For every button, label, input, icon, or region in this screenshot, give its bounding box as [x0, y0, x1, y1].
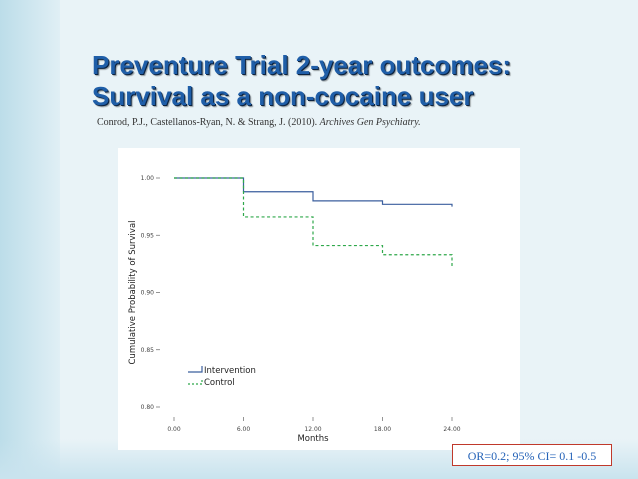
survival-chart-panel: 0.80 0.85 0.90 0.95 1.00 0.00 6.00 12.00 18.00 24… — [118, 148, 612, 466]
citation: Conrod, P.J., Castellanos-Ryan, N. & Str… — [97, 117, 421, 128]
slide-background-left — [0, 0, 60, 479]
legend-swatch-intervention — [188, 366, 203, 373]
survival-chart: 0.80 0.85 0.90 0.95 1.00 0.00 6.00 12.00 18.00 24… — [128, 175, 461, 444]
slide-title-line-1: Preventure Trial 2-year outcomes: — [92, 50, 512, 80]
x-tick-label: 0.00 — [167, 426, 181, 433]
slide-title: Preventure Trial 2-year outcomes: Surviv… — [92, 50, 511, 112]
citation-authors: Conrod, P.J., Castellanos-Ryan, N. & Str… — [97, 117, 320, 128]
citation-journal: Archives Gen Psychiatry. — [319, 117, 421, 128]
series-line-control — [174, 177, 453, 268]
slide-title-line-2: Survival as a non-cocaine user — [92, 81, 474, 111]
chart-legend: Intervention Control — [188, 366, 256, 388]
chart-axes: 0.80 0.85 0.90 0.95 1.00 0.00 6.00 12.00 18.00 24… — [141, 175, 461, 433]
x-tick-label: 18.00 — [374, 426, 391, 433]
y-tick-label: 0.95 — [141, 232, 155, 239]
x-tick-label: 12.00 — [304, 426, 321, 433]
x-tick-label: 6.00 — [237, 426, 251, 433]
legend-swatch-control — [188, 378, 203, 385]
y-tick-label: 0.90 — [141, 290, 155, 297]
y-axis-label: Cumulative Probability of Survival — [128, 220, 138, 364]
legend-label-control: Control — [204, 378, 235, 388]
y-tick-label: 0.85 — [141, 347, 155, 354]
odds-ratio-annotation: OR=0.2; 95% CI= 0.1 -0.5 — [452, 444, 612, 466]
series-line-intervention — [174, 177, 453, 207]
x-tick-label: 24.00 — [443, 426, 460, 433]
legend-label-intervention: Intervention — [204, 366, 256, 376]
y-tick-label: 1.00 — [141, 175, 155, 182]
chart-series — [174, 177, 453, 268]
x-axis-label: Months — [297, 434, 329, 444]
y-tick-label: 0.80 — [141, 404, 155, 411]
